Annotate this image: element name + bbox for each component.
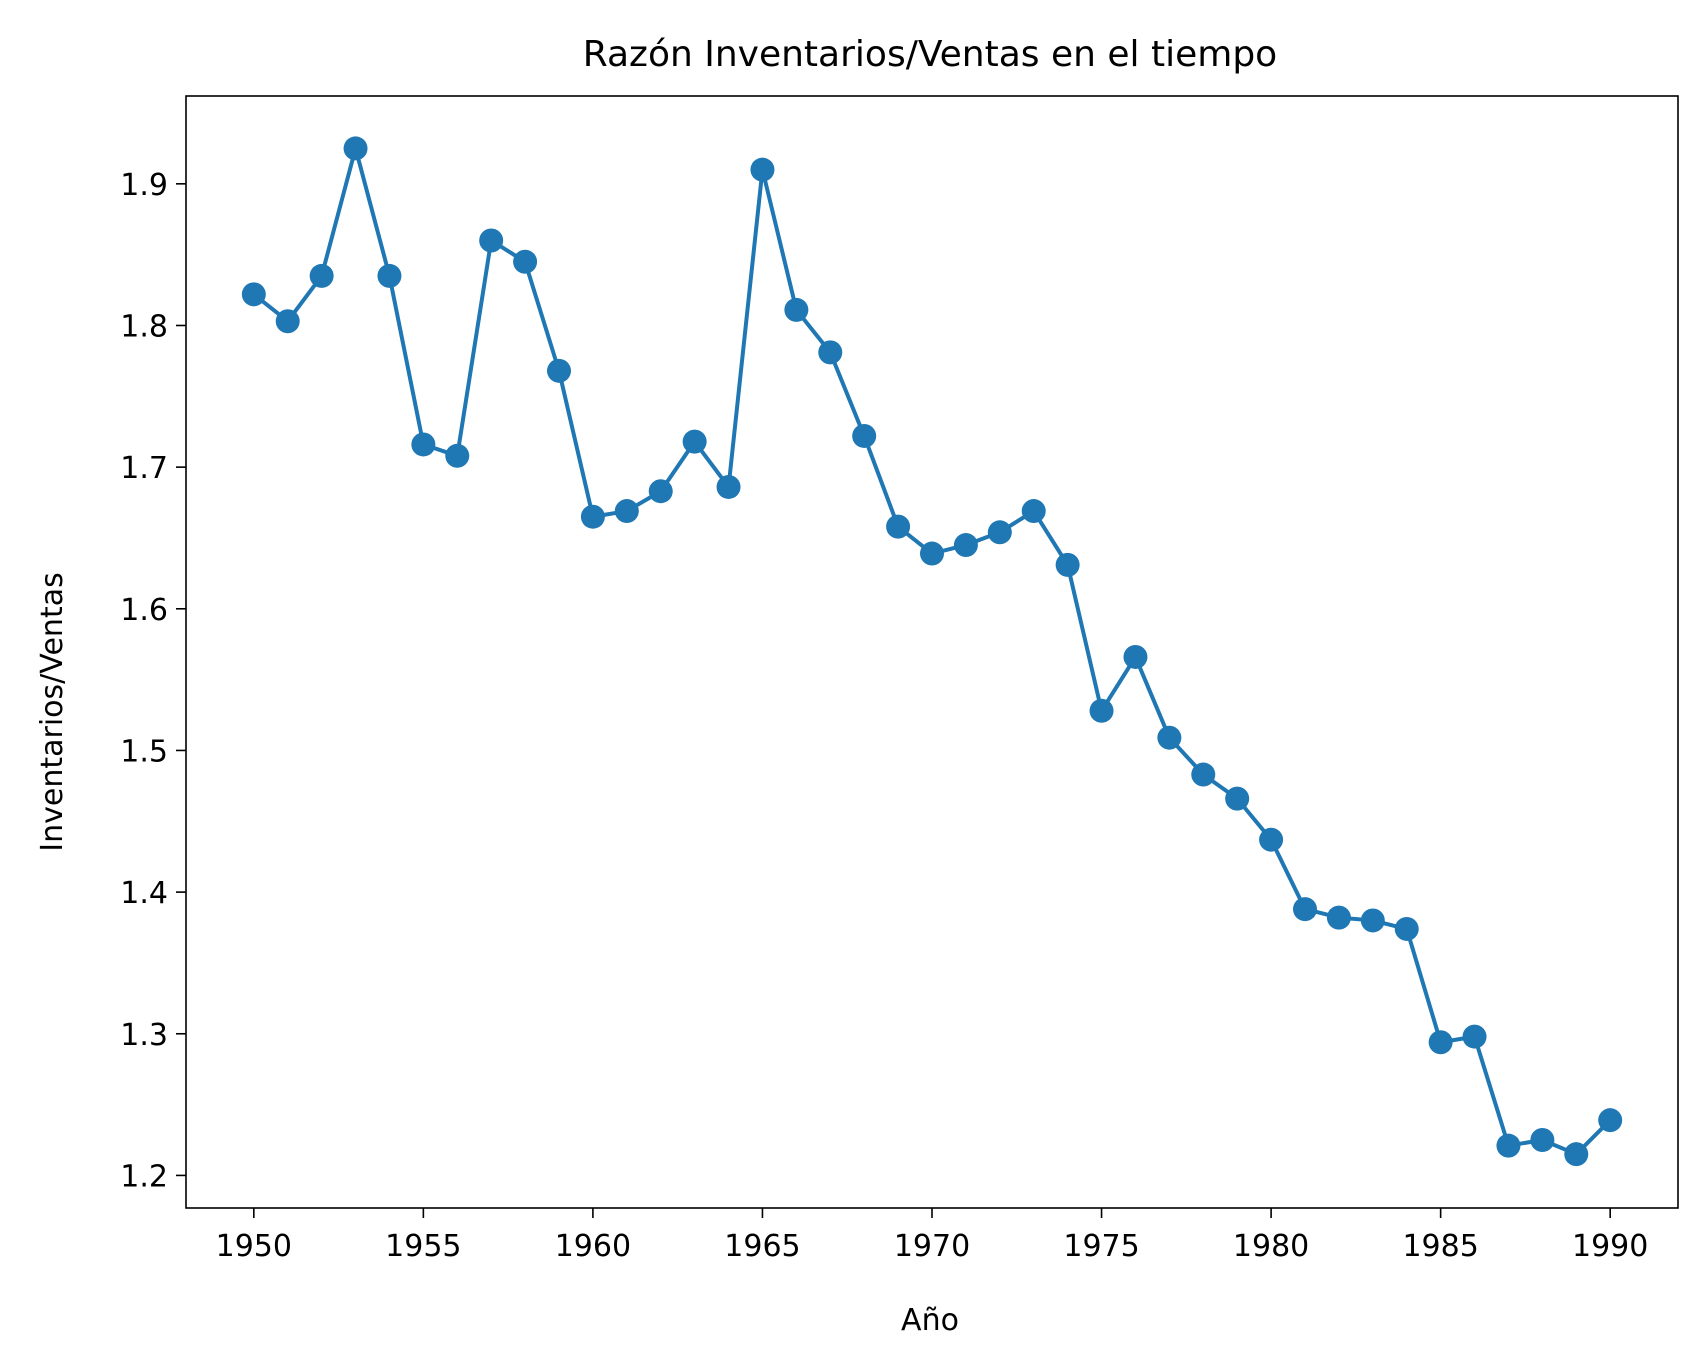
data-point xyxy=(716,474,741,499)
data-point xyxy=(1191,762,1216,787)
data-point xyxy=(1293,897,1317,922)
data-point xyxy=(784,297,809,322)
data-point xyxy=(1089,698,1114,723)
x-tick-label: 1955 xyxy=(385,1229,461,1264)
y-axis-ticks: 1.2 1.3 1.4 1.5 1.6 1.7 1.8 1.9 xyxy=(120,168,186,1194)
data-point xyxy=(648,479,673,504)
x-axis-label: Año xyxy=(901,1303,959,1338)
data-point xyxy=(309,263,334,288)
y-axis-label: Inventarios/Ventas xyxy=(35,572,70,851)
x-tick-label: 1975 xyxy=(1063,1229,1139,1264)
data-point xyxy=(275,309,300,334)
y-tick-label: 1.4 xyxy=(120,876,168,911)
y-tick-label: 1.9 xyxy=(120,168,168,203)
x-tick-label: 1970 xyxy=(894,1229,970,1264)
data-point xyxy=(1123,644,1148,669)
data-point xyxy=(1428,1030,1453,1055)
data-point xyxy=(1326,905,1351,930)
data-point xyxy=(920,541,944,566)
data-point xyxy=(1360,908,1385,933)
data-point xyxy=(1496,1133,1521,1158)
x-tick-label: 1965 xyxy=(724,1229,800,1264)
y-tick-label: 1.6 xyxy=(120,593,168,628)
data-point xyxy=(241,282,266,307)
y-tick-label: 1.3 xyxy=(120,1018,168,1053)
data-point xyxy=(580,504,605,529)
data-points xyxy=(241,136,1623,1167)
data-point xyxy=(1394,916,1419,941)
data-point xyxy=(445,443,470,468)
y-tick-label: 1.2 xyxy=(120,1159,168,1194)
data-point xyxy=(1530,1128,1555,1153)
x-axis-ticks: 1950 1955 1960 1965 1970 1975 1980 1985 1990 xyxy=(216,1208,1648,1264)
plot-area-frame xyxy=(185,95,1679,1209)
x-tick-label: 1990 xyxy=(1572,1229,1648,1264)
data-point xyxy=(614,499,639,524)
data-point xyxy=(1564,1142,1589,1167)
data-point xyxy=(750,157,775,182)
data-point xyxy=(1598,1108,1623,1133)
data-point xyxy=(1055,552,1080,577)
data-point xyxy=(852,423,877,448)
data-point xyxy=(479,228,504,253)
data-point xyxy=(886,514,911,539)
data-point xyxy=(343,136,368,161)
data-point xyxy=(682,429,707,454)
data-point xyxy=(1021,499,1046,524)
data-point xyxy=(818,340,843,365)
data-point xyxy=(513,249,538,274)
data-point xyxy=(1157,725,1182,750)
x-tick-label: 1985 xyxy=(1402,1229,1478,1264)
data-point xyxy=(987,520,1012,545)
data-point xyxy=(1225,786,1250,811)
x-tick-label: 1950 xyxy=(216,1229,292,1264)
y-tick-label: 1.8 xyxy=(120,309,168,344)
data-point xyxy=(953,533,978,558)
data-point xyxy=(1259,827,1284,852)
x-tick-label: 1960 xyxy=(555,1229,631,1264)
x-tick-label: 1980 xyxy=(1233,1229,1309,1264)
data-point xyxy=(377,263,402,288)
data-point xyxy=(411,432,436,457)
y-tick-label: 1.7 xyxy=(120,451,168,486)
y-tick-label: 1.5 xyxy=(120,734,168,769)
data-point xyxy=(547,358,571,383)
data-point xyxy=(1462,1024,1487,1049)
chart-title: Razón Inventarios/Ventas en el tiempo xyxy=(583,34,1277,75)
